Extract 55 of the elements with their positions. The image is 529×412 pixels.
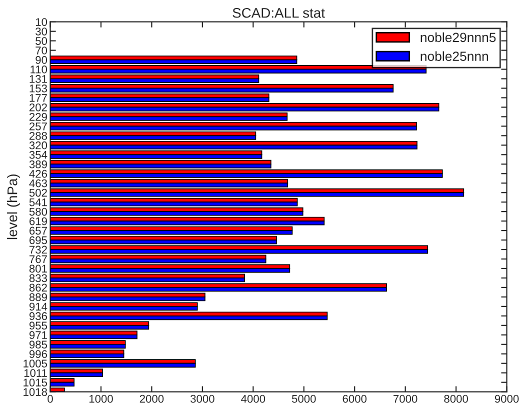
y-tick-label: 389 xyxy=(29,160,47,168)
y-tick-label: 502 xyxy=(29,188,47,197)
y-tick-label: 202 xyxy=(30,103,47,112)
x-tick-label: 8000 xyxy=(444,394,468,403)
y-tick-label: 955 xyxy=(29,322,48,330)
y-tick-label: 971 xyxy=(29,331,47,340)
x-tick-label: 2000 xyxy=(140,394,164,403)
y-tick-label: 985 xyxy=(29,340,48,349)
y-tick-label: 110 xyxy=(30,66,48,74)
y-axis-title: level (hPa) xyxy=(7,174,20,240)
y-tick-label: 619 xyxy=(30,217,47,226)
y-tick-label: 580 xyxy=(29,208,48,216)
legend-label: noble29nnn5 xyxy=(420,32,496,42)
y-tick-label: 801 xyxy=(29,264,47,273)
y-tick-label: 153 xyxy=(30,84,47,92)
legend-label: noble25nnn xyxy=(420,51,488,61)
x-tick-label: 9000 xyxy=(494,394,519,403)
y-tick-label: 229 xyxy=(30,112,47,121)
y-tick-label: 1005 xyxy=(24,360,48,368)
y-tick-label: 996 xyxy=(29,350,47,358)
y-tick-label: 914 xyxy=(29,302,48,311)
y-tick-label: 288 xyxy=(30,132,47,140)
x-tick-label: 3000 xyxy=(190,394,214,403)
y-tick-label: 10 xyxy=(36,18,48,26)
y-tick-label: 257 xyxy=(30,122,47,130)
x-tick-label: 7000 xyxy=(394,394,418,403)
y-tick-label: 767 xyxy=(30,255,47,264)
y-tick-label: 732 xyxy=(30,246,47,254)
y-tick-label: 177 xyxy=(30,94,47,102)
x-tick-label: 0 xyxy=(48,394,53,403)
y-tick-label: 833 xyxy=(29,274,47,282)
y-tick-label: 50 xyxy=(36,37,48,45)
y-tick-label: 862 xyxy=(29,284,47,292)
x-tick-label: 1000 xyxy=(89,394,113,403)
chart-title: SCAD:ALL stat xyxy=(232,8,325,18)
y-tick-label: 1015 xyxy=(24,378,48,386)
y-tick-label: 695 xyxy=(30,236,48,244)
y-tick-label: 30 xyxy=(36,28,48,36)
y-tick-label: 1018 xyxy=(24,388,47,396)
y-tick-label: 70 xyxy=(36,46,48,54)
y-tick-label: 131 xyxy=(30,75,47,83)
y-tick-label: 1011 xyxy=(24,369,47,377)
y-tick-label: 354 xyxy=(29,150,48,159)
y-tick-label: 657 xyxy=(30,226,47,235)
x-tick-label: 6000 xyxy=(342,394,367,403)
x-tick-label: 5000 xyxy=(292,394,316,403)
x-tick-label: 4000 xyxy=(241,394,266,403)
y-tick-label: 90 xyxy=(36,56,48,64)
y-tick-label: 463 xyxy=(29,179,47,188)
y-tick-label: 426 xyxy=(29,170,47,178)
y-tick-label: 889 xyxy=(29,293,47,302)
y-tick-label: 320 xyxy=(29,141,48,150)
y-tick-label: 541 xyxy=(29,198,47,206)
bar xyxy=(50,56,298,60)
y-tick-label: 936 xyxy=(29,312,47,320)
